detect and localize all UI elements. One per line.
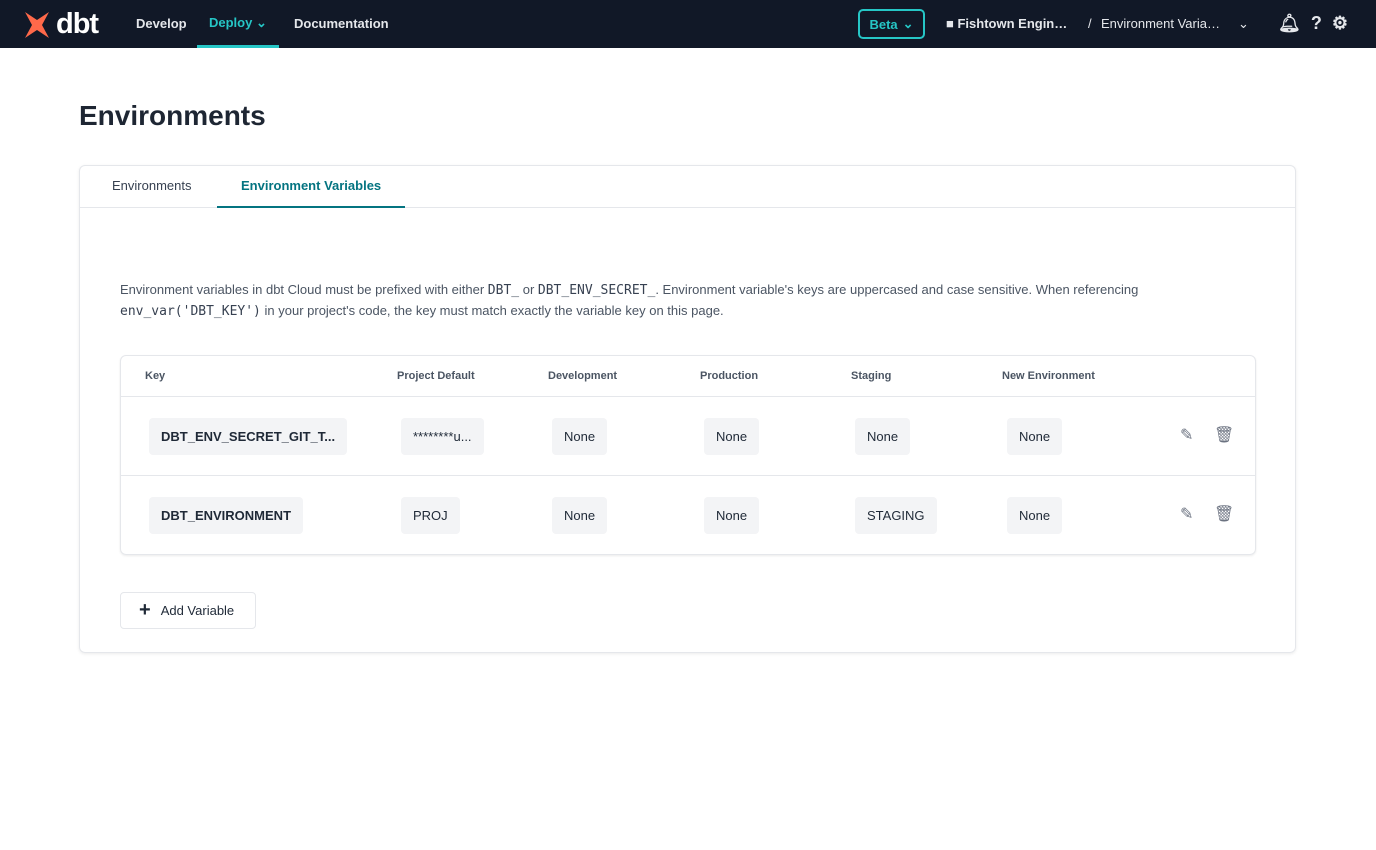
env-var-table: Key Project Default Development Producti… bbox=[120, 355, 1256, 555]
add-variable-button[interactable]: + Add Variable bbox=[120, 592, 256, 629]
key-cell[interactable]: DBT_ENV_SECRET_GIT_T... bbox=[149, 418, 348, 455]
breadcrumb-separator: / bbox=[1088, 16, 1092, 31]
development-cell[interactable]: None bbox=[552, 418, 608, 455]
trash-icon[interactable]: 🗑︎ bbox=[1214, 427, 1235, 444]
desc-text: Environment variables in dbt Cloud must … bbox=[120, 282, 488, 297]
new-environment-cell[interactable]: None bbox=[1007, 418, 1063, 455]
staging-cell[interactable]: None bbox=[855, 418, 911, 455]
tab-environments[interactable]: Environments bbox=[112, 178, 192, 193]
edit-icon[interactable]: ✎ bbox=[1180, 506, 1194, 523]
project-default-cell[interactable]: ********u... bbox=[401, 418, 484, 455]
gear-icon[interactable]: ⚙ bbox=[1331, 13, 1348, 33]
environments-card: Environments Environment Variables Envir… bbox=[79, 165, 1296, 653]
code-env-var: env_var('DBT_KEY') bbox=[120, 304, 261, 319]
nav-icons: 🔔︎ ? ⚙ bbox=[1278, 13, 1348, 34]
top-nav: dbt Develop Deploy ⌄ Documentation Beta ⌄… bbox=[0, 0, 1376, 48]
page-title: Environments bbox=[79, 100, 266, 131]
dbt-logo[interactable]: dbt bbox=[22, 8, 99, 41]
code-secret-prefix: DBT_ENV_SECRET_ bbox=[537, 283, 656, 298]
nav-documentation[interactable]: Documentation bbox=[294, 16, 389, 31]
plus-icon: + bbox=[139, 599, 151, 621]
dbt-logo-icon bbox=[25, 11, 49, 38]
key-cell[interactable]: DBT_ENVIRONMENT bbox=[149, 497, 304, 534]
beta-label: Beta bbox=[869, 16, 898, 32]
col-project-default: Project Default bbox=[397, 370, 475, 382]
description: Environment variables in dbt Cloud must … bbox=[120, 280, 1220, 322]
edit-icon[interactable]: ✎ bbox=[1180, 427, 1194, 444]
table-row: DBT_ENV_SECRET_GIT_T... ********u... Non… bbox=[121, 396, 1255, 475]
folder-icon: ■ bbox=[946, 16, 954, 31]
tab-bar: Environments Environment Variables bbox=[80, 166, 1295, 208]
desc-text: or bbox=[519, 282, 538, 297]
account-breadcrumb[interactable]: ■ Fishtown Engin… bbox=[946, 0, 1067, 48]
add-variable-label: Add Variable bbox=[160, 603, 235, 618]
account-name: Fishtown Engin… bbox=[957, 16, 1068, 31]
chevron-down-icon: ⌄ bbox=[902, 16, 914, 31]
desc-text: in your project's code, the key must mat… bbox=[260, 303, 724, 318]
new-environment-cell[interactable]: None bbox=[1007, 497, 1063, 534]
trash-icon[interactable]: 🗑︎ bbox=[1214, 506, 1235, 523]
production-cell[interactable]: None bbox=[704, 418, 760, 455]
help-icon[interactable]: ? bbox=[1310, 13, 1322, 33]
col-production: Production bbox=[700, 370, 759, 382]
development-cell[interactable]: None bbox=[552, 497, 608, 534]
chevron-down-icon: ⌄ bbox=[1237, 16, 1249, 31]
logo-text: dbt bbox=[56, 8, 99, 40]
table-row: DBT_ENVIRONMENT PROJ None None STAGING N… bbox=[121, 475, 1255, 554]
staging-cell[interactable]: STAGING bbox=[855, 497, 937, 534]
col-new-environment: New Environment bbox=[1002, 370, 1095, 382]
col-development: Development bbox=[548, 370, 618, 382]
col-key: Key bbox=[145, 370, 166, 382]
bell-icon[interactable]: 🔔︎ bbox=[1278, 13, 1301, 33]
project-default-cell[interactable]: PROJ bbox=[401, 497, 460, 534]
beta-button[interactable]: Beta ⌄ bbox=[858, 9, 925, 39]
nav-develop[interactable]: Develop bbox=[136, 16, 187, 31]
desc-text: . Environment variable's keys are upperc… bbox=[655, 282, 1139, 297]
code-dbt-prefix: DBT_ bbox=[487, 283, 520, 298]
chevron-down-icon: ⌄ bbox=[255, 15, 267, 30]
production-cell[interactable]: None bbox=[704, 497, 760, 534]
project-breadcrumb[interactable]: Environment Varia… ⌄ bbox=[1101, 0, 1249, 48]
nav-deploy-label: Deploy bbox=[209, 15, 253, 30]
project-name: Environment Varia… bbox=[1101, 16, 1220, 31]
col-staging: Staging bbox=[851, 370, 892, 382]
nav-deploy[interactable]: Deploy ⌄ bbox=[197, 0, 279, 48]
tab-environment-variables[interactable]: Environment Variables bbox=[217, 166, 406, 208]
